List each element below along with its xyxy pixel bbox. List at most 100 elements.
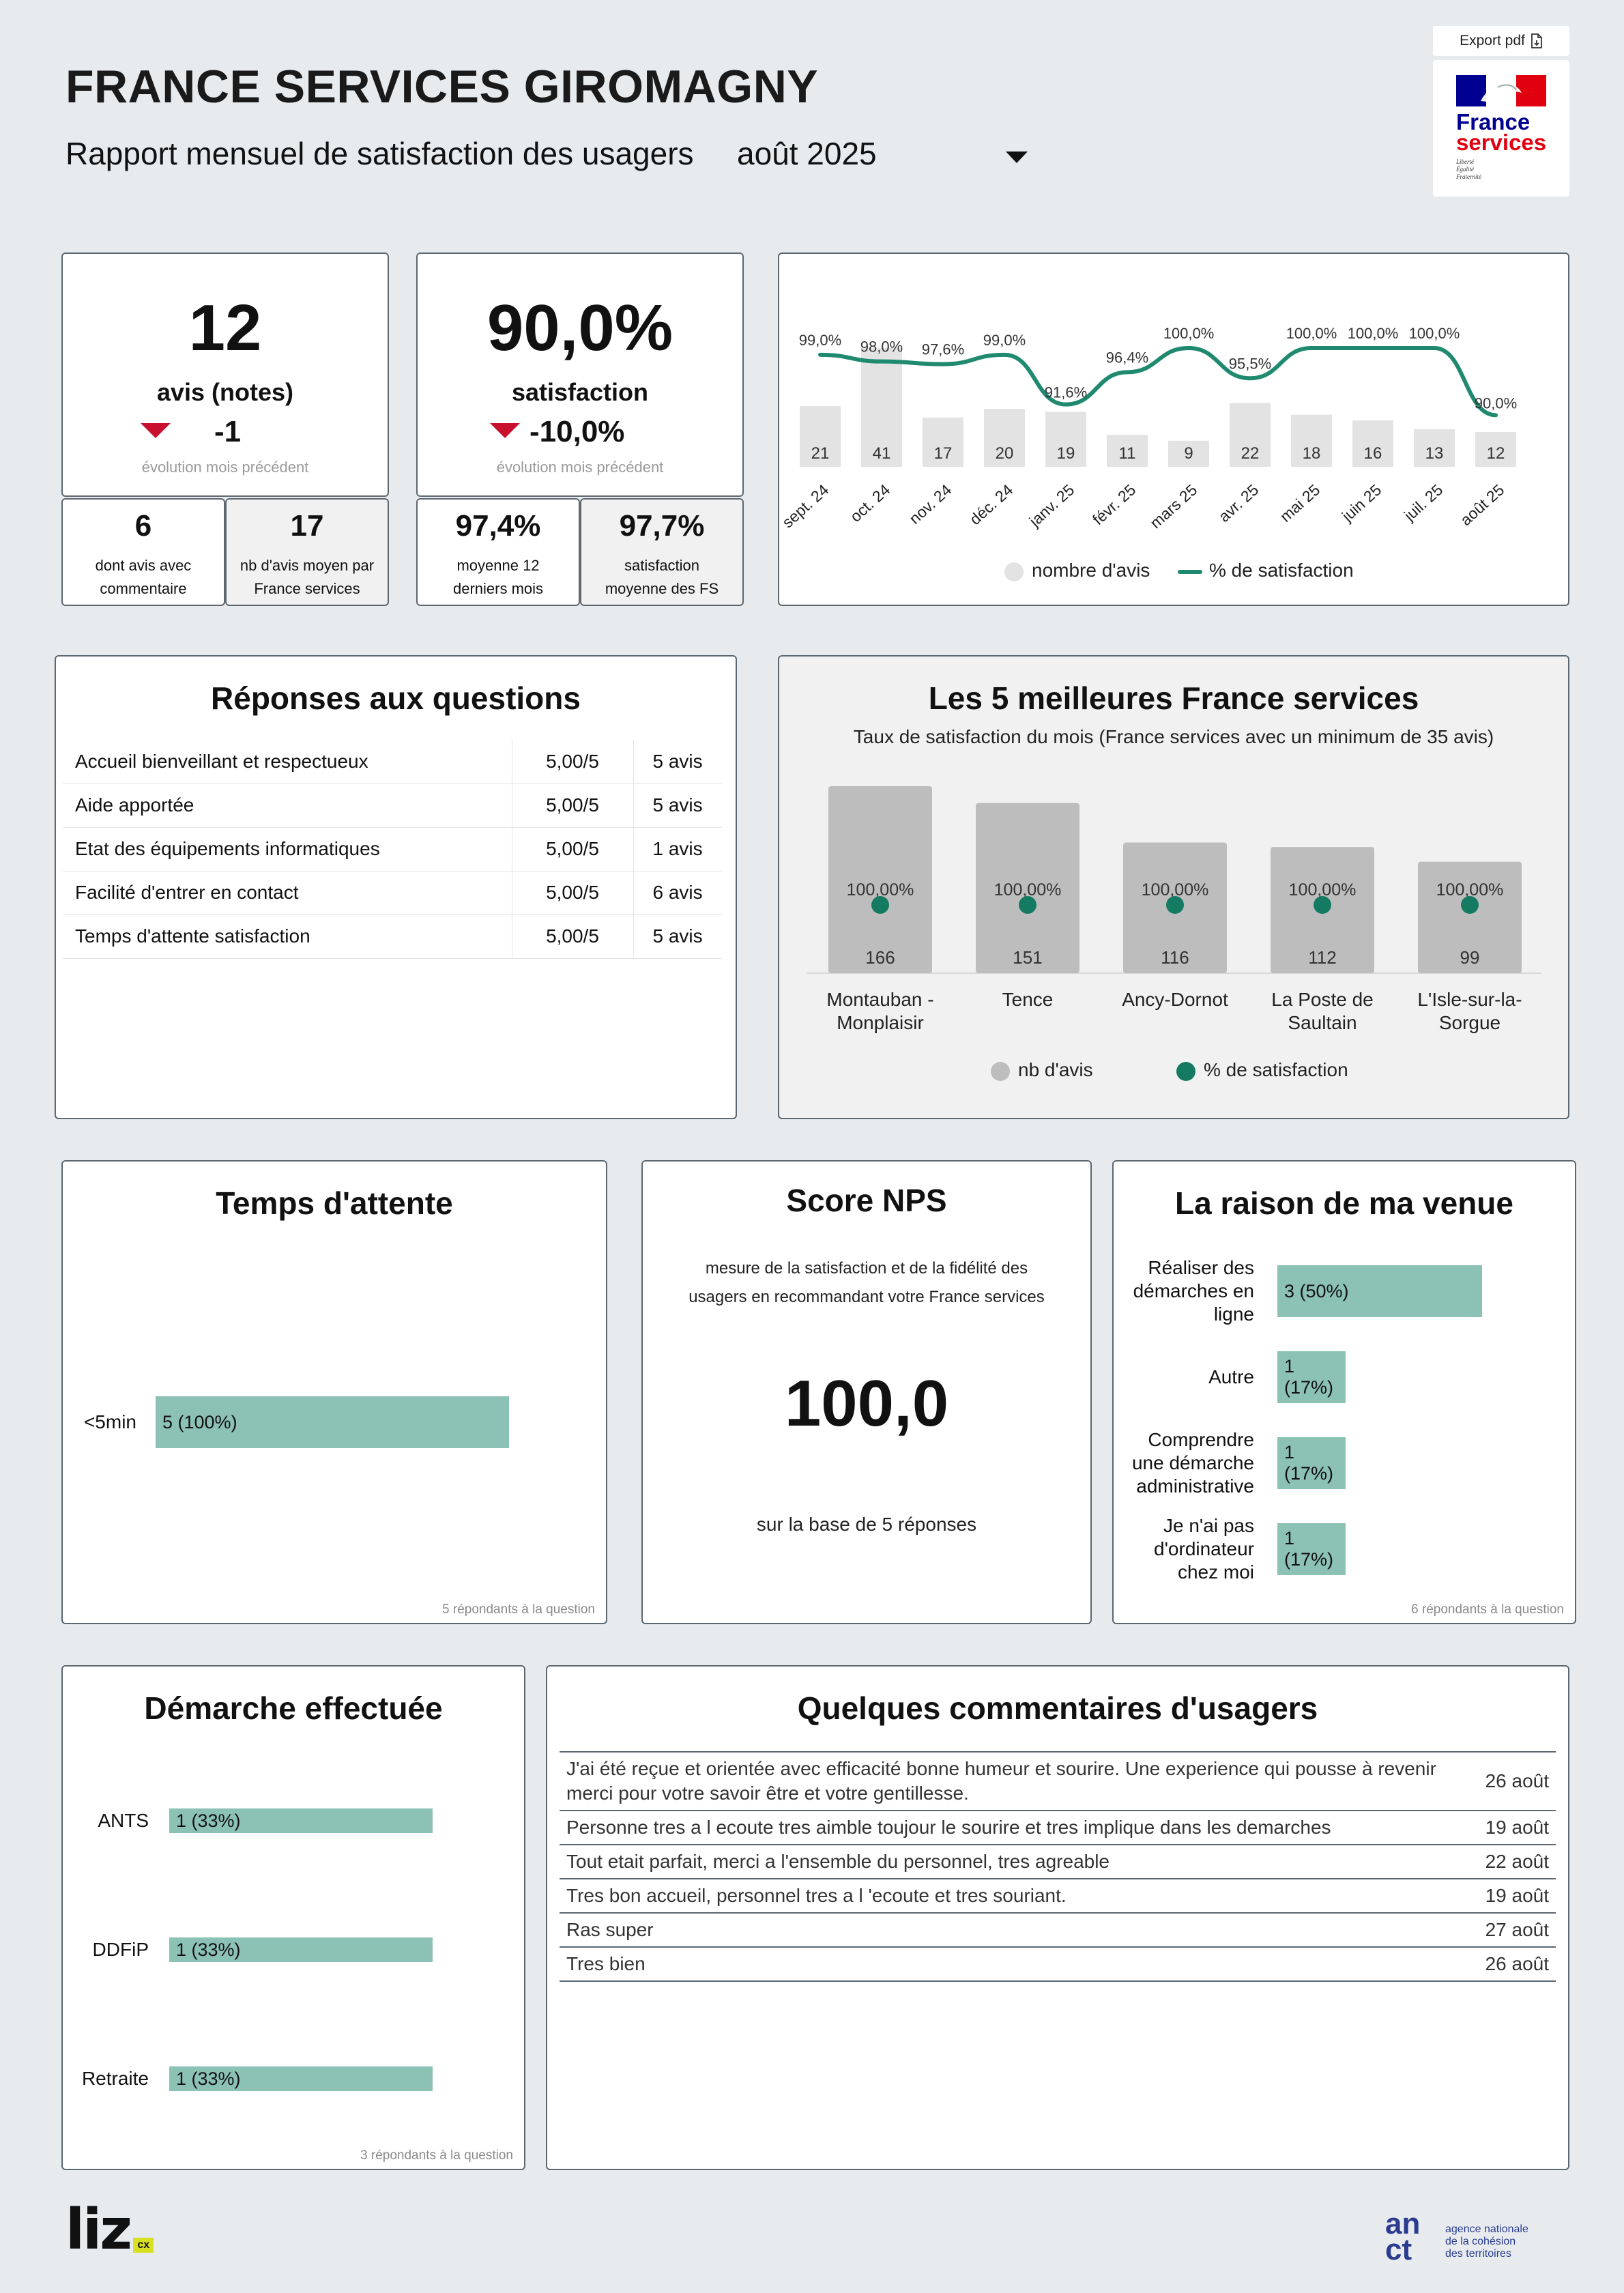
top5-card: Les 5 meilleures France services Taux de… xyxy=(778,655,1569,1119)
export-pdf-label: Export pdf xyxy=(1460,33,1525,48)
logo-text-services: services xyxy=(1456,130,1547,155)
question-row: Accueil bienveillant et respectueux 5,00/… xyxy=(63,740,722,784)
kpi-avis-value: 12 xyxy=(188,291,262,364)
trend-x-tick-label: avr. 25 xyxy=(1215,480,1262,525)
hbar-category-label: Comprendre une démarche administrative xyxy=(1131,1429,1254,1497)
nps-value: 100,0 xyxy=(784,1367,949,1440)
trend-bar xyxy=(1352,420,1393,467)
procedure-note: 3 répondants à la question xyxy=(360,2148,513,2163)
question-score: 5,00/5 xyxy=(511,871,634,915)
visit-reason-card: La raison de ma venue Réaliser des démarc… xyxy=(1112,1160,1576,1624)
nps-card: Score NPS mesure de la satisfaction et d… xyxy=(641,1160,1092,1624)
hbar-category-label: <5min xyxy=(83,1411,136,1432)
comment-row: J'ai été reçue et orientée avec efficaci… xyxy=(560,1751,1556,1811)
month-dropdown-caret-icon[interactable] xyxy=(1006,152,1028,163)
trend-bar-label: 16 xyxy=(1364,444,1382,463)
trend-bar xyxy=(1230,403,1271,467)
comment-text: J'ai été reçue et orientée avec efficaci… xyxy=(560,1751,1460,1811)
trend-line-label: 90,0% xyxy=(1475,394,1517,412)
question-label: Temps d'attente satisfaction xyxy=(63,914,512,959)
trend-line-label: 100,0% xyxy=(1348,325,1399,342)
hbar-bar: 1 (33%) xyxy=(169,2066,433,2091)
question-label: Accueil bienveillant et respectueux xyxy=(63,740,512,784)
trend-bar-label: 22 xyxy=(1241,444,1260,463)
kpi-satisfaction-label: satisfaction xyxy=(511,378,649,406)
comment-row: Ras super 27 août xyxy=(560,1912,1556,1947)
top5-pct-dot xyxy=(1166,896,1184,914)
trend-bar xyxy=(1107,435,1148,467)
question-label: Facilité d'entrer en contact xyxy=(63,871,512,915)
top5-pct-dot xyxy=(1314,896,1331,914)
top5-bar-label: 112 xyxy=(1308,947,1336,968)
hbar-bar: 1 (33%) xyxy=(169,1937,433,1962)
trend-bar-label: 12 xyxy=(1487,444,1505,463)
trend-x-tick-label: juin 25 xyxy=(1338,480,1385,525)
trend-x-tick-label: sept. 24 xyxy=(779,480,832,531)
top5-subtitle: Taux de satisfaction du mois (France ser… xyxy=(853,726,1494,747)
small-kpi-12-months: 97,4% moyenne 12 derniers mois xyxy=(416,498,580,606)
top5-category-label: L'Isle-sur-la- xyxy=(1417,989,1522,1010)
top5-bar-label: 116 xyxy=(1161,947,1189,968)
trend-bar xyxy=(800,405,841,467)
trend-x-tick-label: août 25 xyxy=(1457,480,1507,529)
hbar-category-label: Autre xyxy=(1208,1366,1254,1387)
trend-line-label: 99,0% xyxy=(983,332,1026,349)
trend-x-tick-label: févr. 25 xyxy=(1089,480,1139,528)
liz-logo: liz cx xyxy=(66,2197,154,2262)
trend-bar xyxy=(1291,414,1332,467)
trend-x-tick-label: janv. 25 xyxy=(1026,480,1078,530)
waiting-time-card: Temps d'attente <5min 5 (100%) 5 répondan… xyxy=(61,1160,607,1624)
trend-x-tick-label: oct. 24 xyxy=(847,480,894,525)
small-kpi-value: 97,7% xyxy=(619,509,705,543)
export-pdf-button[interactable]: Export pdf xyxy=(1433,26,1569,56)
question-row: Temps d'attente satisfaction 5,00/5 5 avis xyxy=(63,914,722,959)
legend-item-nb-avis: nb d'avis xyxy=(991,1059,1093,1081)
question-row: Facilité d'entrer en contact 5,00/5 6 avis xyxy=(63,871,722,915)
kpi-avis-delta: -1 xyxy=(214,415,242,448)
kpi-card-avis: 12 avis (notes) -1 évolution mois précéd… xyxy=(61,253,389,497)
visit-reason-note: 6 répondants à la question xyxy=(1411,1602,1564,1617)
trend-bar xyxy=(984,409,1025,467)
trend-line-label: 100,0% xyxy=(1409,325,1460,342)
file-download-icon xyxy=(1531,33,1542,48)
trend-x-tick-label: nov. 24 xyxy=(905,480,955,528)
comment-row: Tout etait parfait, merci a l'ensemble d… xyxy=(560,1844,1556,1879)
question-count: 5 avis xyxy=(633,783,722,828)
legend-dot-icon xyxy=(1004,562,1024,581)
top5-pct-dot xyxy=(871,896,889,914)
trend-bar-label: 13 xyxy=(1425,444,1444,463)
hbar-bar: 1 (33%) xyxy=(169,1808,433,1833)
trend-bar-label: 11 xyxy=(1119,444,1136,463)
hbar-category-label: DDFiP xyxy=(92,1939,149,1960)
trend-x-tick-label: juil. 25 xyxy=(1400,480,1447,524)
trend-bar-label: 18 xyxy=(1303,444,1321,463)
anct-logo-text: agence nationale de la cohésion des terr… xyxy=(1445,2223,1528,2260)
trend-line-label: 100,0% xyxy=(1163,325,1215,342)
month-selector-value[interactable]: août 2025 xyxy=(737,136,877,171)
waiting-time-title: Temps d'attente xyxy=(216,1185,453,1221)
kpi-avis-label: avis (notes) xyxy=(156,378,294,406)
small-kpi-value: 97,4% xyxy=(455,509,541,543)
nps-title: Score NPS xyxy=(786,1183,947,1218)
small-kpi-label: satisfaction moyenne des FS xyxy=(605,557,719,597)
france-services-logo: France services Liberté Égalité Fraterni… xyxy=(1433,60,1569,197)
small-kpi-fs-avg: 97,7% satisfaction moyenne des FS xyxy=(580,498,744,606)
hbar-category-label: ANTS xyxy=(98,1810,149,1831)
procedure-title: Démarche effectuée xyxy=(144,1690,443,1726)
top5-category-label: La Poste de xyxy=(1271,989,1373,1010)
question-score: 5,00/5 xyxy=(511,914,634,959)
legend-dot-icon xyxy=(1176,1061,1195,1081)
comment-row: Tres bien 26 août xyxy=(560,1946,1556,1982)
question-count: 5 avis xyxy=(633,740,722,784)
questions-table: Accueil bienveillant et respectueux 5,00/… xyxy=(63,740,722,959)
small-kpi-label: nb d'avis moyen par France services xyxy=(240,557,375,597)
hbar-bar: 1 (17%) xyxy=(1277,1523,1346,1575)
legend-item-satisfaction: % de satisfaction xyxy=(1178,560,1354,581)
kpi-satisfaction-delta-caption: évolution mois précédent xyxy=(496,459,664,476)
small-kpi-value: 17 xyxy=(290,509,324,543)
trend-bar xyxy=(861,348,902,467)
top5-bar-label: 99 xyxy=(1460,947,1480,968)
question-row: Etat des équipements informatiques 5,00/5… xyxy=(63,827,722,871)
trend-bar xyxy=(1414,429,1455,467)
question-label: Etat des équipements informatiques xyxy=(63,827,512,871)
